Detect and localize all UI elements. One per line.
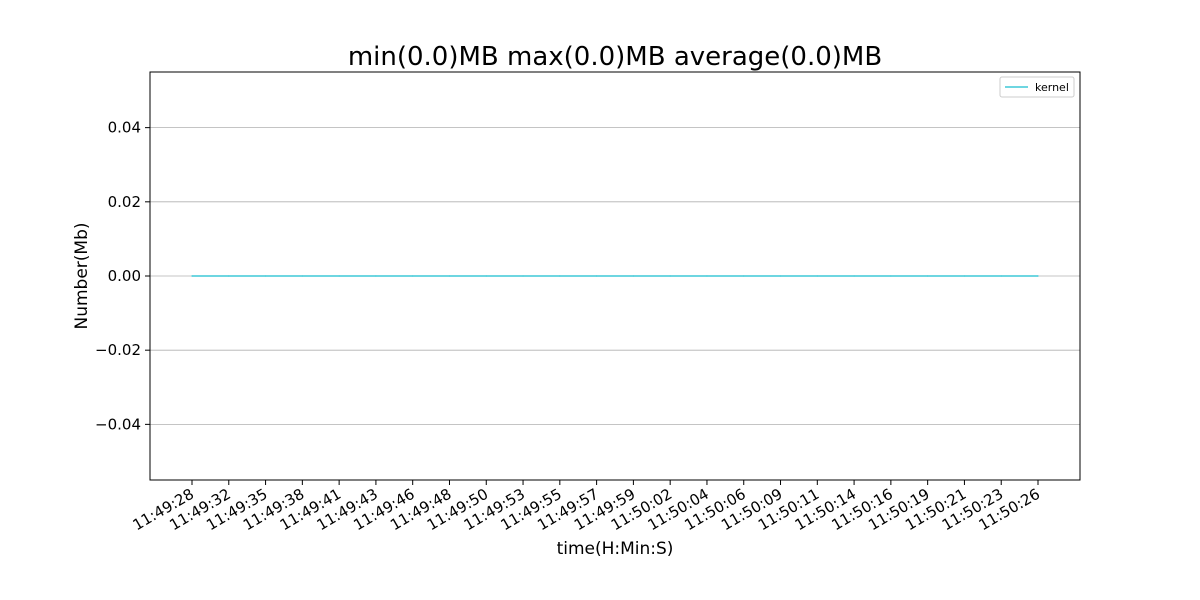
- legend: kernel: [999, 76, 1075, 98]
- series-layer: [191, 275, 1039, 277]
- y-tick-label: −0.02: [95, 341, 141, 359]
- data-point-kernel: [853, 275, 855, 277]
- data-point-kernel: [1000, 275, 1002, 277]
- data-point-kernel: [301, 275, 303, 277]
- data-point-kernel: [448, 275, 451, 277]
- y-tick-label: 0.02: [108, 193, 141, 211]
- data-point-kernel: [596, 275, 598, 277]
- y-tick-label: 0.00: [108, 267, 141, 285]
- data-point-kernel: [412, 275, 414, 277]
- data-point-kernel: [779, 275, 782, 277]
- data-point-kernel: [559, 275, 561, 277]
- data-point-kernel: [375, 275, 377, 277]
- data-point-kernel: [1037, 275, 1039, 277]
- data-point-kernel: [743, 275, 745, 277]
- data-point-kernel: [706, 275, 708, 277]
- legend-label-kernel: kernel: [1035, 81, 1069, 94]
- y-axis-ticks: −0.04 −0.02 0.00 0.02 0.04: [95, 119, 150, 433]
- data-point-kernel: [927, 275, 929, 277]
- data-point-kernel: [963, 275, 966, 277]
- data-point-kernel: [485, 275, 487, 277]
- data-point-kernel: [522, 275, 524, 277]
- x-axis-label: time(H:Min:S): [557, 539, 674, 559]
- data-point-kernel: [264, 275, 267, 277]
- chart-title: min(0.0)MB max(0.0)MB average(0.0)MB: [348, 42, 882, 72]
- data-point-kernel: [669, 275, 671, 277]
- data-point-kernel: [816, 275, 818, 277]
- data-point-kernel: [632, 275, 634, 277]
- data-point-kernel: [890, 275, 892, 277]
- data-point-kernel: [338, 275, 340, 277]
- y-tick-label: 0.04: [108, 119, 141, 137]
- data-point-kernel: [191, 275, 193, 277]
- legend-box: [999, 76, 1075, 98]
- y-axis-label: Number(Mb): [72, 222, 92, 329]
- y-tick-label: −0.04: [95, 415, 141, 433]
- data-point-kernel: [228, 275, 230, 277]
